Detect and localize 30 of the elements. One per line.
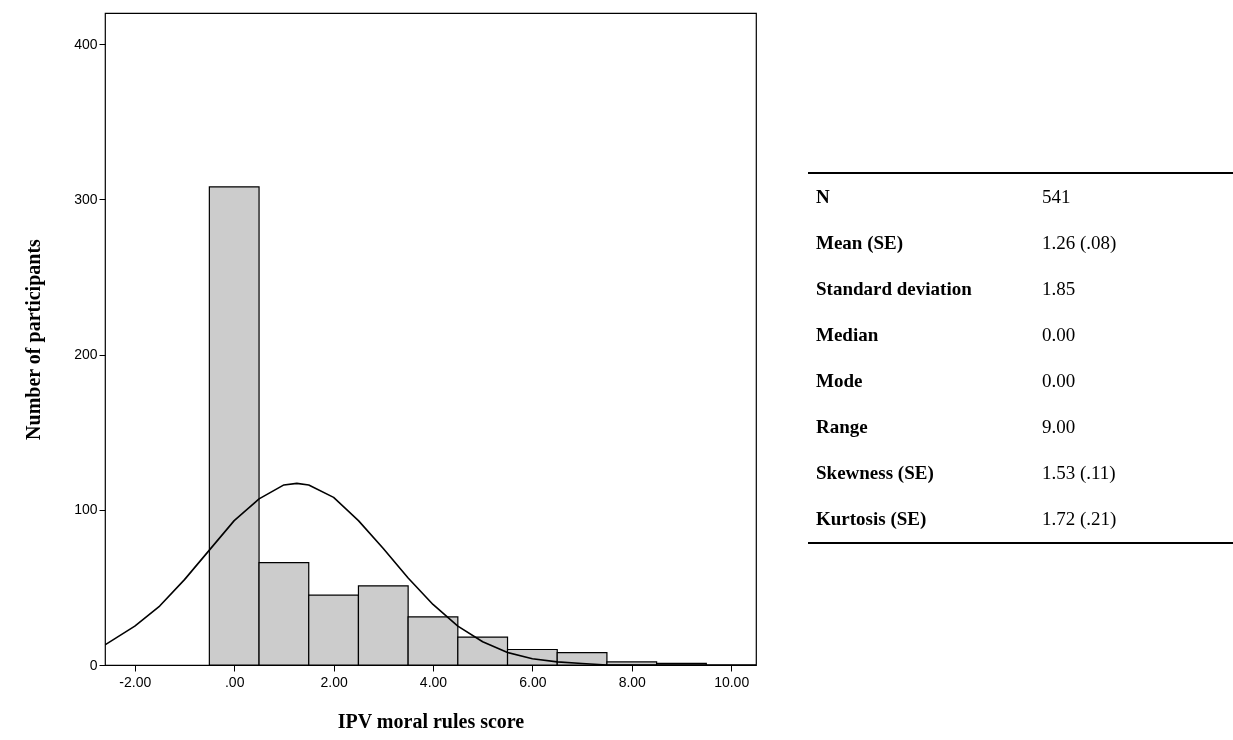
category-label: N bbox=[815, 185, 831, 209]
y-tick-label: 100 bbox=[74, 501, 98, 518]
text: 541 bbox=[1042, 186, 1071, 207]
text: 1.85 bbox=[1042, 278, 1076, 299]
text: 1.72 (.21) bbox=[1042, 508, 1117, 529]
x-tick-label: 4.00 bbox=[419, 673, 448, 690]
y-axis-title: Number of participants bbox=[22, 238, 46, 440]
category-label: Range bbox=[815, 415, 869, 439]
x-tick-label: 8.00 bbox=[618, 673, 647, 690]
text: 0.00 bbox=[1042, 324, 1076, 345]
y-tick-label: 300 bbox=[74, 190, 98, 207]
y-tick-label: 400 bbox=[74, 35, 98, 52]
text: 1.26 (.08) bbox=[1042, 232, 1117, 253]
x-axis-title: IPV moral rules score bbox=[337, 709, 525, 732]
x-tick-label: .00 bbox=[224, 673, 245, 690]
category-label: Skewness (SE) bbox=[815, 461, 935, 485]
category-label: Standard deviation bbox=[815, 277, 973, 301]
category-label: Mode bbox=[815, 369, 864, 393]
category-label: Median bbox=[815, 323, 880, 347]
x-tick-label: 10.00 bbox=[714, 673, 750, 690]
x-tick-label: -2.00 bbox=[119, 673, 152, 690]
text: 0.00 bbox=[1042, 370, 1076, 391]
category-label: Mean (SE) bbox=[815, 231, 905, 255]
category-label: Kurtosis (SE) bbox=[815, 507, 928, 531]
y-tick-label: 0 bbox=[89, 656, 98, 673]
y-tick-label: 200 bbox=[74, 346, 98, 363]
text: 1.53 (.11) bbox=[1042, 462, 1116, 483]
text: 9.00 bbox=[1042, 416, 1076, 437]
x-tick-label: 2.00 bbox=[320, 673, 348, 690]
x-tick-label: 6.00 bbox=[519, 673, 547, 690]
